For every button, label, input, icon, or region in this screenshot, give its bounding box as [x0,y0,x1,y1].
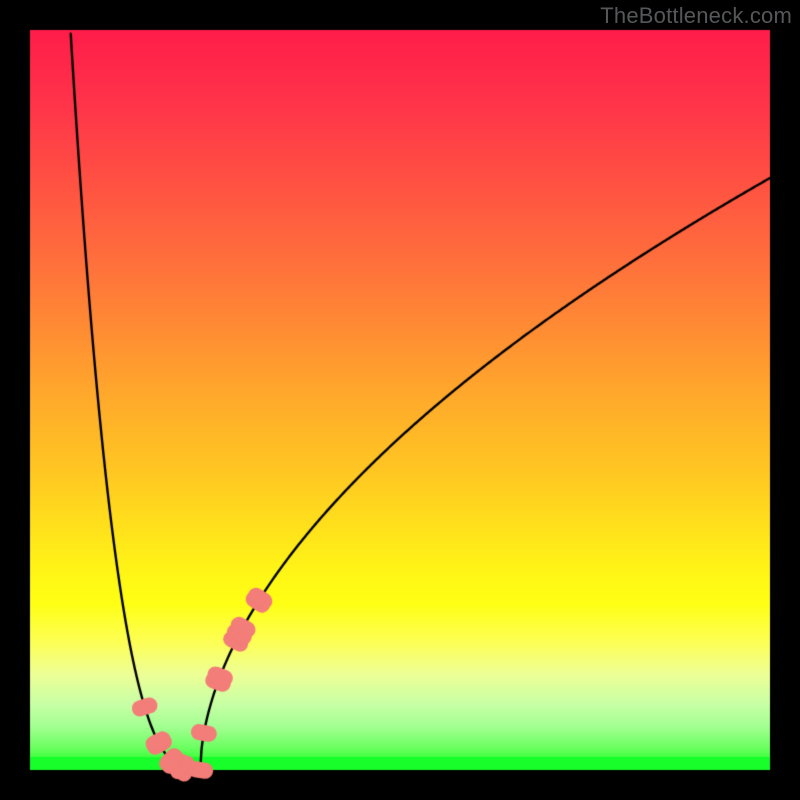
watermark-label: TheBottleneck.com [600,3,792,29]
bottleneck-curve-chart [0,0,800,800]
chart-root: TheBottleneck.com [0,0,800,800]
